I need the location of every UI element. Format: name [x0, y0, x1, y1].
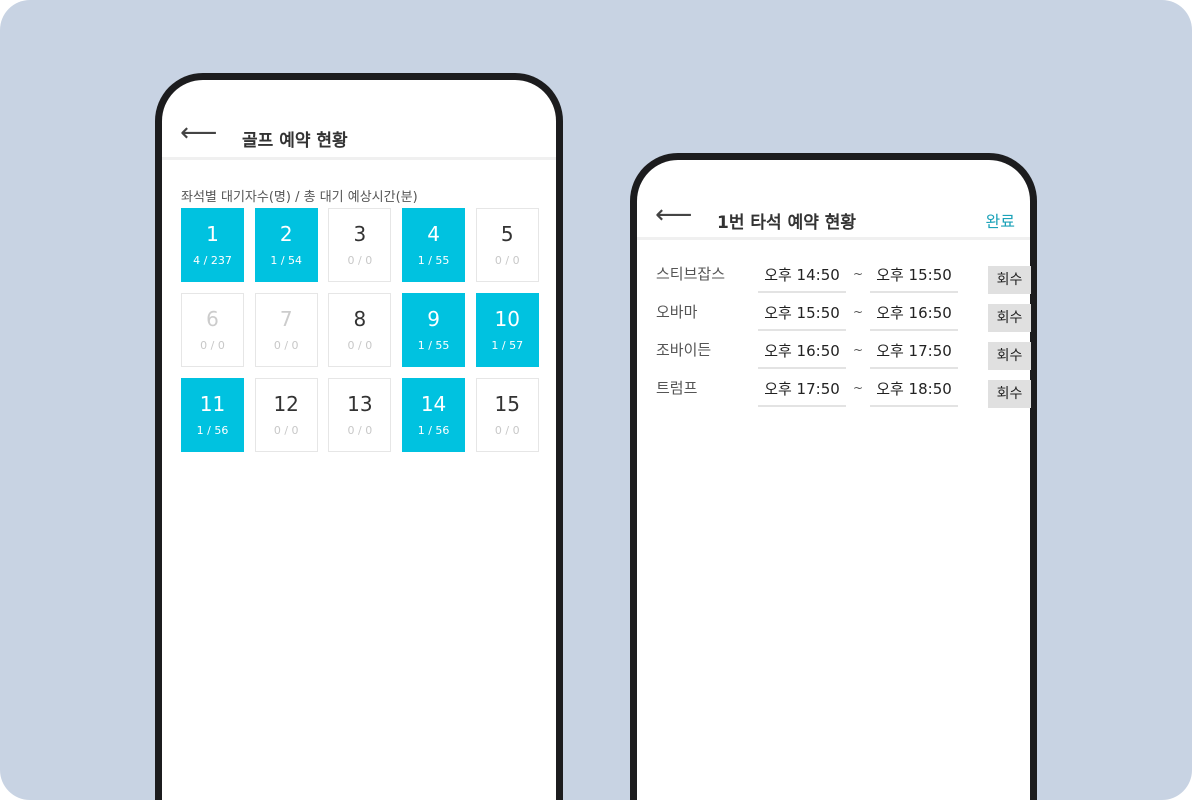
reservation-row: 트럼프 오후 17:50 ~ 오후 18:50 회수	[656, 377, 1031, 408]
seat-cell[interactable]: 6 0 / 0	[181, 293, 244, 367]
range-separator: ~	[853, 305, 864, 319]
seat-cell[interactable]: 7 0 / 0	[254, 293, 318, 367]
seat-number: 11	[199, 392, 226, 416]
range-separator: ~	[853, 267, 864, 281]
page-title: 골프 예약 현황	[242, 131, 348, 151]
seat-number: 3	[353, 222, 367, 246]
seat-number: 14	[420, 392, 447, 416]
customer-name: 스티브잡스	[656, 265, 726, 283]
end-time-field[interactable]: 오후 16:50	[870, 301, 958, 331]
seat-number: 9	[427, 307, 440, 331]
seat-cell[interactable]: 13 0 / 0	[328, 378, 392, 452]
seat-number: 4	[427, 222, 440, 246]
start-time-field[interactable]: 오후 15:50	[758, 301, 846, 331]
seat-stats: 1 / 54	[270, 254, 303, 267]
screen: ⟵ 1번 타석 예약 현황 완료 스티브잡스 오후 14:50 ~ 오후 15:…	[637, 160, 1031, 800]
customer-name: 트럼프	[656, 379, 698, 397]
start-time-field[interactable]: 오후 16:50	[758, 339, 846, 369]
seat-stats: 0 / 0	[200, 339, 225, 352]
seat-stats: 0 / 0	[347, 339, 373, 352]
seat-number: 13	[347, 392, 373, 416]
seat-number: 12	[273, 392, 299, 416]
seat-number: 15	[494, 392, 520, 416]
seat-stats: 1 / 55	[417, 339, 450, 352]
reservation-row: 조바이든 오후 16:50 ~ 오후 17:50 회수	[656, 339, 1031, 370]
reclaim-button[interactable]: 회수	[988, 342, 1031, 370]
start-time-field[interactable]: 오후 14:50	[758, 263, 846, 293]
seat-number: 6	[206, 307, 219, 331]
seat-stats: 0 / 0	[273, 339, 299, 352]
header: ⟵ 골프 예약 현황	[162, 80, 556, 160]
page-title: 1번 타석 예약 현황	[717, 213, 857, 233]
reclaim-button[interactable]: 회수	[988, 266, 1031, 294]
seat-stats: 4 / 237	[193, 254, 232, 267]
seat-cell[interactable]: 15 0 / 0	[475, 378, 539, 452]
end-time-field[interactable]: 오후 18:50	[870, 377, 958, 407]
seat-cell[interactable]: 5 0 / 0	[475, 208, 539, 282]
seat-cell[interactable]: 8 0 / 0	[328, 293, 392, 367]
seat-cell[interactable]: 9 1 / 55	[402, 293, 466, 367]
seat-stats: 0 / 0	[273, 424, 299, 437]
end-time-field[interactable]: 오후 15:50	[870, 263, 958, 293]
done-button[interactable]: 완료	[985, 212, 1015, 231]
range-separator: ~	[853, 343, 864, 357]
seat-number: 10	[494, 307, 520, 331]
range-separator: ~	[853, 381, 864, 395]
reservation-row: 오바마 오후 15:50 ~ 오후 16:50 회수	[656, 301, 1031, 332]
reclaim-button[interactable]: 회수	[988, 304, 1031, 332]
seat-cell[interactable]: 11 1 / 56	[181, 378, 244, 452]
seat-stats: 1 / 56	[417, 424, 450, 437]
phone-bay-reservations: ⟵ 1번 타석 예약 현황 완료 스티브잡스 오후 14:50 ~ 오후 15:…	[630, 153, 1037, 800]
start-time-field[interactable]: 오후 17:50	[758, 377, 846, 407]
seat-stats: 1 / 57	[491, 339, 524, 352]
seat-stats: 1 / 56	[196, 424, 229, 437]
seat-cell[interactable]: 2 1 / 54	[254, 208, 318, 282]
seat-stats: 0 / 0	[494, 254, 520, 267]
seat-stats: 0 / 0	[347, 424, 373, 437]
seat-cell[interactable]: 10 1 / 57	[475, 293, 539, 367]
seat-stats: 0 / 0	[494, 424, 520, 437]
seat-number: 5	[500, 222, 514, 246]
seat-number: 1	[206, 222, 219, 246]
seat-grid: 1 4 / 237 2 1 / 54 3 0 / 0 4 1 / 55 5 0 / 0 6 0 / 0…	[181, 208, 539, 452]
customer-name: 조바이든	[656, 341, 712, 359]
seat-cell[interactable]: 12 0 / 0	[254, 378, 318, 452]
back-arrow-icon[interactable]: ⟵	[655, 200, 693, 230]
back-arrow-icon[interactable]: ⟵	[180, 118, 218, 148]
reservation-row: 스티브잡스 오후 14:50 ~ 오후 15:50 회수	[656, 263, 1031, 294]
seat-number: 7	[279, 307, 293, 331]
seat-number: 2	[279, 222, 293, 246]
end-time-field[interactable]: 오후 17:50	[870, 339, 958, 369]
reclaim-button[interactable]: 회수	[988, 380, 1031, 408]
seat-stats: 1 / 55	[417, 254, 450, 267]
header: ⟵ 1번 타석 예약 현황 완료	[637, 160, 1030, 240]
grid-caption: 좌석별 대기자수(명) / 총 대기 예상시간(분)	[181, 190, 418, 205]
seat-cell[interactable]: 3 0 / 0	[328, 208, 392, 282]
customer-name: 오바마	[656, 303, 698, 321]
seat-stats: 0 / 0	[347, 254, 373, 267]
seat-cell[interactable]: 4 1 / 55	[402, 208, 466, 282]
seat-cell[interactable]: 14 1 / 56	[402, 378, 466, 452]
seat-cell[interactable]: 1 4 / 237	[181, 208, 244, 282]
seat-number: 8	[353, 307, 367, 331]
